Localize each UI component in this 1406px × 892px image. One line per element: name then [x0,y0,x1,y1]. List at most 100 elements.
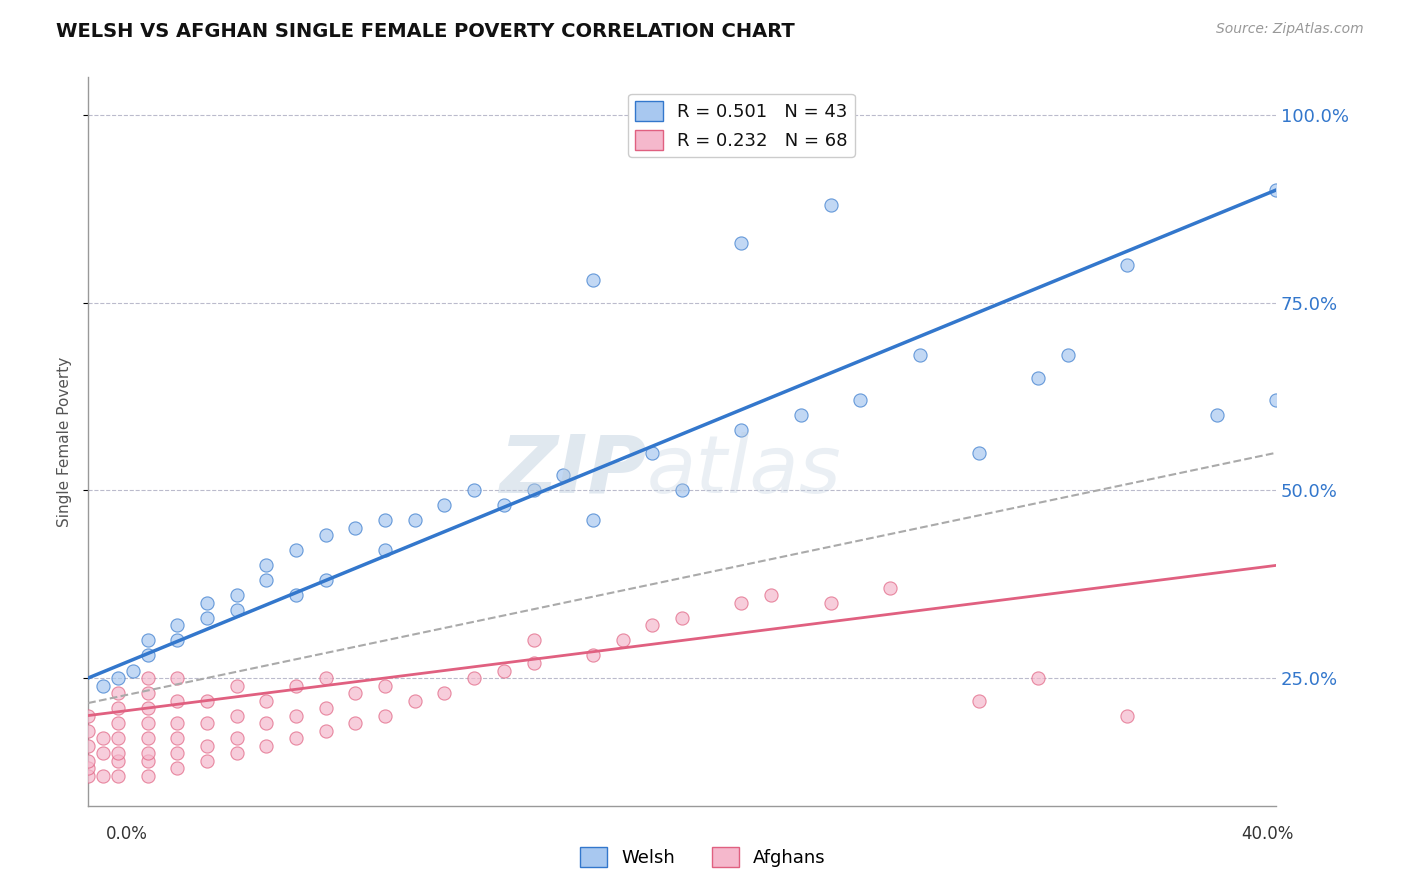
Point [91,769,114,783]
Point [671,483,693,498]
Point [107,701,129,715]
Point [523,656,546,670]
Point [77,769,100,783]
Point [166,618,188,632]
Point [315,723,337,738]
Point [730,235,752,250]
Text: 40.0%: 40.0% [1241,825,1294,843]
Point [344,521,367,535]
Point [136,701,159,715]
Point [374,513,396,527]
Point [195,596,218,610]
Point [195,754,218,768]
Point [374,679,396,693]
Point [759,589,782,603]
Text: atlas: atlas [647,432,841,509]
Point [285,589,308,603]
Point [1116,258,1139,272]
Point [879,581,901,595]
Point [641,446,664,460]
Point [136,633,159,648]
Point [254,693,277,707]
Point [463,671,485,685]
Point [285,679,308,693]
Point [77,739,100,753]
Point [107,746,129,760]
Point [553,468,575,483]
Point [849,393,872,408]
Point [285,708,308,723]
Point [195,693,218,707]
Point [523,483,546,498]
Point [344,686,367,700]
Point [225,603,247,617]
Point [967,446,990,460]
Text: WELSH VS AFGHAN SINGLE FEMALE POVERTY CORRELATION CHART: WELSH VS AFGHAN SINGLE FEMALE POVERTY CO… [56,22,794,41]
Point [254,716,277,731]
Point [582,273,605,287]
Point [77,761,100,775]
Point [344,716,367,731]
Point [136,731,159,745]
Point [166,671,188,685]
Point [225,746,247,760]
Point [433,499,456,513]
Point [820,596,842,610]
Point [671,611,693,625]
Point [136,769,159,783]
Point [195,716,218,731]
Point [107,671,129,685]
Point [315,574,337,588]
Point [1028,671,1050,685]
Point [285,543,308,558]
Point [730,423,752,437]
Point [225,708,247,723]
Legend: R = 0.501   N = 43, R = 0.232   N = 68: R = 0.501 N = 43, R = 0.232 N = 68 [628,94,855,157]
Point [492,664,515,678]
Point [77,708,100,723]
Point [582,513,605,527]
Point [107,769,129,783]
Point [285,731,308,745]
Point [820,198,842,212]
Text: ZIP: ZIP [499,432,647,509]
Point [1116,708,1139,723]
Point [790,409,813,423]
Point [1028,370,1050,384]
Point [195,739,218,753]
Point [433,686,456,700]
Point [136,716,159,731]
Point [641,618,664,632]
Point [166,693,188,707]
Point [77,754,100,768]
Point [315,528,337,542]
Point [1265,393,1288,408]
Point [1057,348,1080,362]
Legend: Welsh, Afghans: Welsh, Afghans [574,839,832,874]
Point [1205,409,1227,423]
Point [254,739,277,753]
Point [908,348,931,362]
Point [1265,183,1288,197]
Point [121,664,143,678]
Point [136,648,159,663]
Point [404,513,426,527]
Point [166,746,188,760]
Point [374,543,396,558]
Point [225,679,247,693]
Point [91,746,114,760]
Point [136,754,159,768]
Text: Source: ZipAtlas.com: Source: ZipAtlas.com [1216,22,1364,37]
Point [77,723,100,738]
Point [225,589,247,603]
Point [195,611,218,625]
Point [492,499,515,513]
Point [136,746,159,760]
Point [166,731,188,745]
Point [523,633,546,648]
Point [730,596,752,610]
Point [107,716,129,731]
Point [225,731,247,745]
Point [967,693,990,707]
Point [136,671,159,685]
